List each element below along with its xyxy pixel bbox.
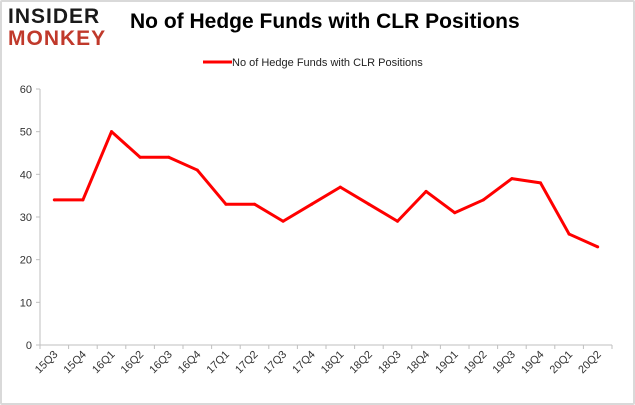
series-group	[52, 130, 600, 249]
data-point	[281, 219, 285, 223]
data-point	[253, 202, 256, 206]
data-point	[539, 181, 542, 185]
data-point	[110, 130, 113, 134]
data-point	[338, 185, 342, 189]
y-tick-label: 50	[20, 127, 32, 139]
y-tick-label: 20	[20, 255, 32, 267]
x-tick-label: 19Q3	[490, 349, 518, 377]
y-tick-label: 0	[26, 340, 32, 352]
x-tick-label: 15Q3	[33, 349, 61, 377]
x-tick-label: 17Q3	[262, 349, 290, 377]
data-point	[510, 177, 514, 181]
data-point	[224, 202, 228, 206]
x-tick-label: 16Q3	[147, 349, 175, 377]
x-tick-label: 16Q2	[119, 349, 147, 377]
axes	[39, 89, 612, 346]
y-tick-label: 40	[20, 169, 32, 181]
x-tick-label: 19Q2	[462, 349, 490, 377]
data-point	[52, 198, 56, 202]
x-tick-label: 20Q2	[576, 349, 604, 377]
data-point	[310, 202, 314, 206]
x-tick-label: 18Q1	[319, 349, 347, 377]
x-tick-label: 19Q1	[433, 349, 461, 377]
x-tick-label: 15Q4	[61, 349, 89, 377]
x-axis-ticks: 15Q3 15Q4 16Q1 16Q2 16Q3 16Q4 17Q1 17Q2 17Q3 17Q4…	[33, 345, 613, 377]
data-point	[396, 219, 399, 223]
logo-line-insider: INSIDER	[8, 5, 101, 28]
x-tick-label: 18Q4	[405, 349, 433, 377]
x-tick-label: 19Q4	[519, 349, 547, 377]
data-point	[81, 198, 85, 202]
x-tick-label: 16Q1	[90, 349, 118, 377]
y-tick-label: 10	[20, 297, 32, 309]
x-tick-label: 17Q1	[204, 349, 232, 377]
insider-monkey-logo: INSIDER MONKEY	[8, 6, 118, 54]
legend-label: No of Hedge Funds with CLR Positions	[232, 57, 423, 69]
data-point	[596, 245, 600, 249]
x-tick-label: 18Q3	[376, 349, 404, 377]
data-point	[567, 232, 571, 236]
y-tick-label: 60	[20, 84, 32, 96]
x-tick-label: 17Q2	[233, 349, 261, 377]
x-tick-label: 17Q4	[290, 349, 318, 377]
data-point	[195, 168, 199, 172]
data-point	[167, 155, 171, 159]
y-axis-ticks: 0 10 20 30 40 50 60	[20, 84, 40, 352]
data-point	[367, 202, 371, 206]
series-line	[54, 130, 599, 249]
data-point	[453, 211, 457, 215]
data-point	[424, 189, 428, 193]
data-point	[481, 198, 485, 202]
y-tick-label: 30	[20, 212, 32, 224]
data-point	[138, 155, 142, 159]
legend: No of Hedge Funds with CLR Positions	[203, 57, 423, 69]
x-tick-label: 18Q2	[347, 349, 375, 377]
logo-line-monkey: MONKEY	[8, 27, 107, 50]
x-tick-label: 16Q4	[176, 349, 204, 377]
chart-title: No of Hedge Funds with CLR Positions	[130, 10, 520, 33]
x-tick-label: 20Q1	[548, 349, 576, 377]
